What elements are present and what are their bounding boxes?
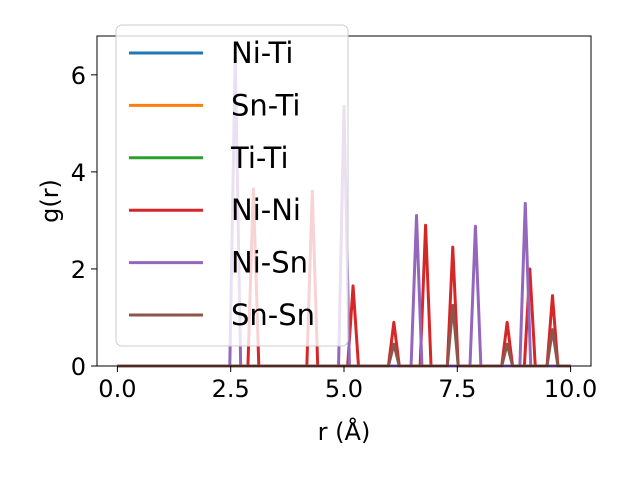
x-tick-label: 2.5 [212,375,250,403]
x-ticks: 0.0 2.5 5.0 7.5 10.0 [98,366,597,403]
legend-label-sn-sn: Sn-Sn [231,298,315,332]
x-tick-label: 0.0 [98,375,136,403]
x-axis-label: r (Å) [318,417,371,446]
y-tick-label: 4 [71,159,86,187]
x-tick-label: 10.0 [544,375,597,403]
x-tick-label: 7.5 [438,375,476,403]
legend-label-ti-ti: Ti-Ti [230,141,289,175]
legend-label-sn-ti: Sn-Ti [231,88,300,122]
legend-label-ni-sn: Ni-Sn [231,246,308,280]
x-tick-label: 5.0 [325,375,363,403]
legend-label-ni-ti: Ni-Ti [231,36,293,70]
y-tick-label: 6 [71,62,86,90]
y-ticks: 0 2 4 6 [71,62,97,381]
y-tick-label: 2 [71,256,86,284]
y-tick-label: 0 [71,353,86,381]
legend-label-ni-ni: Ni-Ni [231,193,301,227]
legend: Ni-Ti Sn-Ti Ti-Ti Ni-Ni Ni-Sn Sn-Sn [115,24,349,347]
y-axis-label: g(r) [36,179,64,223]
